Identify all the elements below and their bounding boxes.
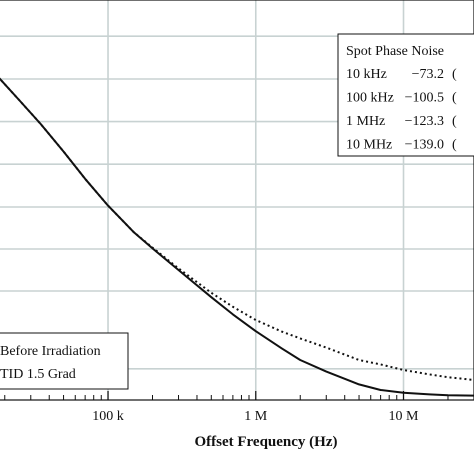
legend-entry-label: Before Irradiation <box>0 344 101 359</box>
series-layer <box>0 77 474 397</box>
table-row-frequency: 100 kHz <box>346 91 394 106</box>
minor-ticks <box>4 395 449 400</box>
table-row-unit: ( <box>452 138 457 153</box>
table-row-value: −123.3 <box>405 114 444 129</box>
table-row-value: −100.5 <box>405 91 444 106</box>
legend-frame <box>0 332 129 390</box>
x-axis-title: Offset Frequency (Hz) <box>194 434 337 450</box>
table-row-frequency: 10 MHz <box>346 138 392 153</box>
legend-entry-label: TID 1.5 Grad <box>0 367 76 382</box>
spot-phase-noise-table: Spot Phase Noise 10 kHz −73.2 (100 kHz −100… <box>337 33 474 157</box>
legend: Before Irradiation TID 1.5 Grad <box>0 332 129 390</box>
table-row-unit: ( <box>452 114 457 129</box>
table-frame <box>337 33 474 157</box>
table-row-value: −73.2 <box>412 67 444 82</box>
table-row-frequency: 10 kHz <box>346 67 387 82</box>
plot-frame <box>0 0 474 401</box>
table-rows: 10 kHz −73.2 (100 kHz −100.5 (1 MHz −123.3 (10… <box>346 67 457 153</box>
table-row-unit: ( <box>452 67 457 82</box>
legend-entries: Before Irradiation TID 1.5 Grad <box>0 344 101 382</box>
table-row-unit: ( <box>452 91 457 106</box>
table-row-frequency: 1 MHz <box>346 114 385 129</box>
table-title: Spot Phase Noise <box>346 44 444 59</box>
x-tick-label: 10 M <box>389 409 420 424</box>
x-tick-labels: 100 k 1 M 10 M <box>92 409 419 424</box>
table-row-value: −139.0 <box>405 138 444 153</box>
x-tick-label: 100 k <box>92 409 124 424</box>
x-tick-label: 1 M <box>244 409 268 424</box>
series-line-tid <box>0 77 474 381</box>
